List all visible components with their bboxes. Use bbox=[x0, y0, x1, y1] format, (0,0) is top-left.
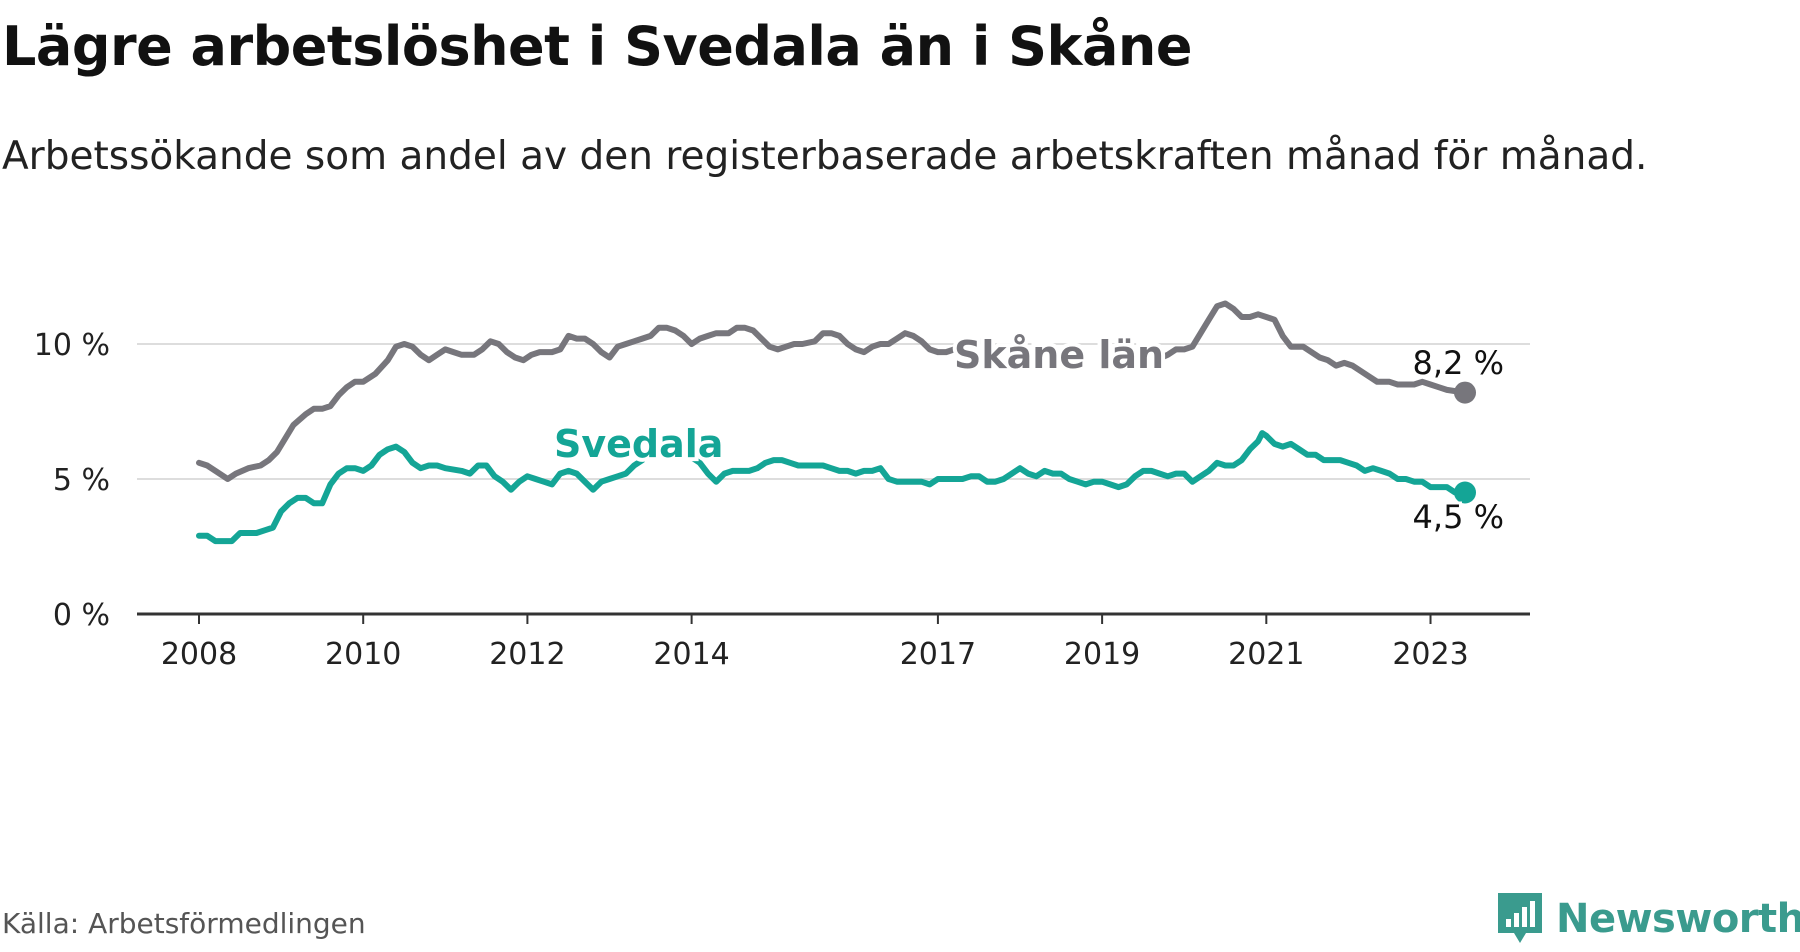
y-tick-label: 0 % bbox=[53, 598, 110, 633]
newsworthy-logo-icon bbox=[1498, 893, 1542, 943]
end-point-skane-lan bbox=[1454, 381, 1476, 404]
x-tick-label: 2014 bbox=[653, 637, 729, 672]
series-labels: Skåne län Svedala 8,2 % 4,5 % bbox=[550, 329, 1507, 539]
y-tick-label: 10 % bbox=[34, 328, 110, 363]
x-tick-label: 2017 bbox=[900, 637, 976, 672]
end-value-label-svedala: 4,5 % bbox=[1413, 498, 1504, 536]
y-tick-label: 5 % bbox=[53, 463, 110, 498]
series-line-svedala-b bbox=[688, 430, 1468, 496]
x-tick-label: 2012 bbox=[489, 637, 565, 672]
end-value-label-skane-lan: 8,2 % bbox=[1413, 344, 1504, 382]
end-point-svedala bbox=[1454, 481, 1476, 504]
series-label-svedala: Svedala bbox=[554, 422, 723, 466]
chart-subtitle: Arbetssökande som andel av den registerb… bbox=[2, 134, 1648, 179]
brand-name: Newsworthy bbox=[1556, 896, 1800, 942]
chart-title: Lägre arbetslöshet i Svedala än i Skåne bbox=[2, 15, 1192, 78]
source-note: Källa: Arbetsförmedlingen bbox=[2, 907, 366, 940]
series-line-svedala-a bbox=[196, 443, 646, 545]
series-line-skane-lan-b bbox=[1119, 300, 1468, 396]
series-label-skane-lan: Skåne län bbox=[954, 333, 1164, 377]
axes: 0 % 5 % 10 % 2008 2010 2012 2014 2017 2019 2021 20… bbox=[34, 328, 1530, 672]
brand-link[interactable]: Newsworthy bbox=[1494, 886, 1800, 952]
x-tick-label: 2008 bbox=[161, 637, 237, 672]
series-lines bbox=[196, 300, 1476, 545]
x-tick-label: 2023 bbox=[1392, 637, 1468, 672]
x-tick-label: 2021 bbox=[1228, 637, 1304, 672]
series-line-skane-lan-a bbox=[196, 324, 991, 482]
x-tick-label: 2019 bbox=[1064, 637, 1140, 672]
x-tick-label: 2010 bbox=[325, 637, 401, 672]
